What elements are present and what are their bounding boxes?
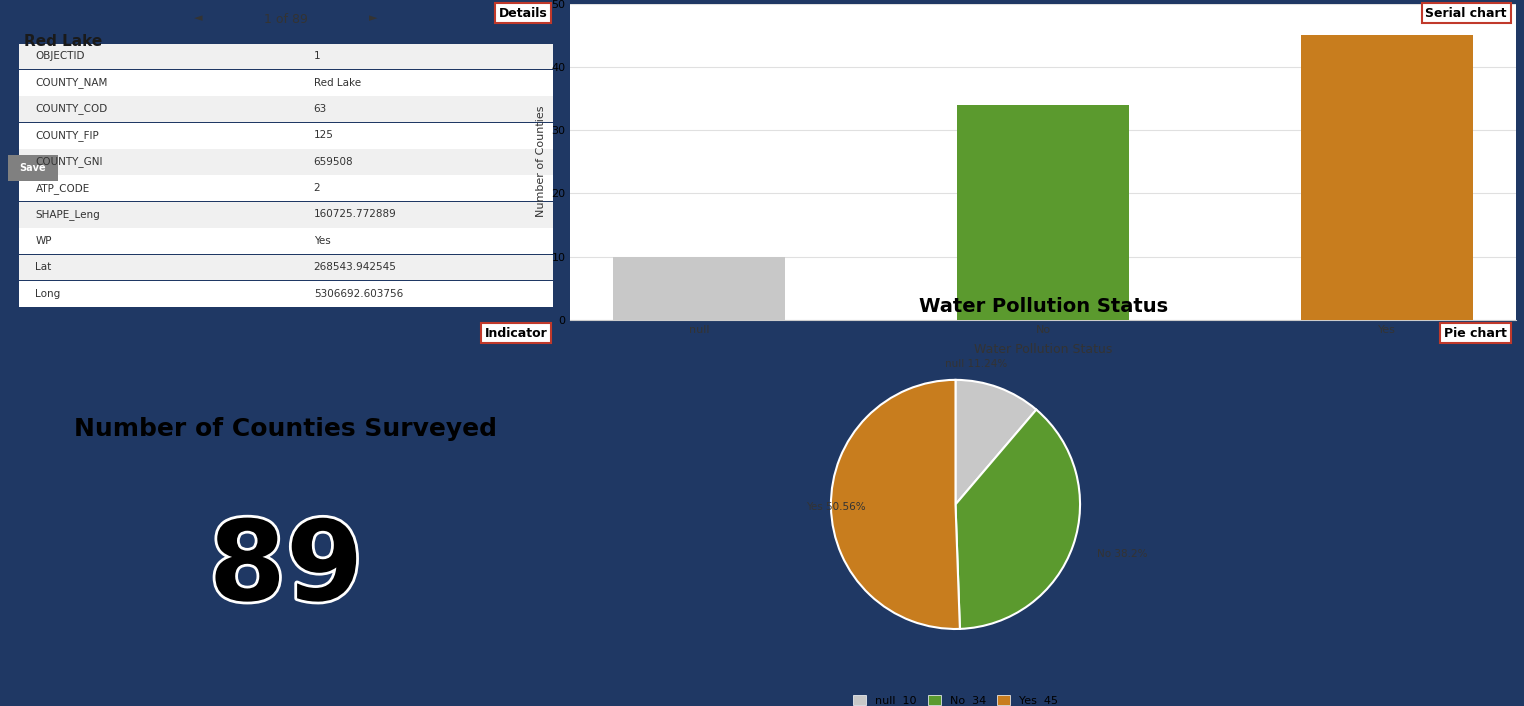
X-axis label: Water Pollution Status: Water Pollution Status <box>974 343 1113 356</box>
Text: No 38.2%: No 38.2% <box>1097 549 1148 558</box>
Text: 125: 125 <box>314 131 334 140</box>
Text: Number of Counties Surveyed: Number of Counties Surveyed <box>75 417 497 441</box>
Bar <box>1301 35 1474 320</box>
Text: Yes 50.56%: Yes 50.56% <box>806 502 866 512</box>
FancyBboxPatch shape <box>18 281 553 307</box>
Wedge shape <box>831 380 960 629</box>
FancyBboxPatch shape <box>18 176 553 201</box>
FancyBboxPatch shape <box>18 96 553 122</box>
Text: 1: 1 <box>314 52 320 61</box>
Bar <box>957 104 1129 320</box>
Text: 89: 89 <box>209 516 363 623</box>
Wedge shape <box>956 409 1081 629</box>
FancyBboxPatch shape <box>18 255 553 280</box>
Legend: null  10, No  34, Yes  45: null 10, No 34, Yes 45 <box>849 691 1062 706</box>
Text: Long: Long <box>35 289 61 299</box>
Text: COUNTY_GNI: COUNTY_GNI <box>35 156 104 167</box>
Text: WP: WP <box>35 236 52 246</box>
Text: Pie chart: Pie chart <box>1445 327 1507 340</box>
Text: 5306692.603756: 5306692.603756 <box>314 289 402 299</box>
FancyBboxPatch shape <box>18 123 553 148</box>
FancyBboxPatch shape <box>18 149 553 175</box>
FancyBboxPatch shape <box>18 202 553 227</box>
Text: Save: Save <box>20 163 46 173</box>
Text: COUNTY_NAM: COUNTY_NAM <box>35 77 108 88</box>
FancyBboxPatch shape <box>18 44 553 69</box>
Text: 659508: 659508 <box>314 157 354 167</box>
Text: COUNTY_FIP: COUNTY_FIP <box>35 130 99 140</box>
FancyBboxPatch shape <box>18 228 553 254</box>
Text: Lat: Lat <box>35 262 52 273</box>
Text: Details: Details <box>498 6 547 20</box>
Text: Red Lake: Red Lake <box>24 34 102 49</box>
Text: 2: 2 <box>314 183 320 193</box>
Wedge shape <box>956 380 1036 504</box>
Text: ◄: ◄ <box>194 13 203 23</box>
FancyBboxPatch shape <box>8 155 58 181</box>
Text: OBJECTID: OBJECTID <box>35 52 85 61</box>
Text: Red Lake: Red Lake <box>314 78 361 88</box>
Text: null 11.24%: null 11.24% <box>945 359 1007 369</box>
Text: COUNTY_COD: COUNTY_COD <box>35 104 108 114</box>
Text: 1 of 89: 1 of 89 <box>264 13 308 26</box>
Bar <box>613 257 785 320</box>
Text: ATP_CODE: ATP_CODE <box>35 183 90 193</box>
Text: 160725.772889: 160725.772889 <box>314 210 396 220</box>
Y-axis label: Number of Counties: Number of Counties <box>535 106 546 217</box>
Text: Yes: Yes <box>314 236 331 246</box>
Text: ►: ► <box>369 13 378 23</box>
Text: 63: 63 <box>314 104 328 114</box>
Text: Indicator: Indicator <box>485 327 547 340</box>
Text: 268543.942545: 268543.942545 <box>314 262 396 273</box>
FancyBboxPatch shape <box>18 70 553 96</box>
Title: Water Pollution Status: Water Pollution Status <box>919 297 1167 316</box>
Text: Serial chart: Serial chart <box>1425 6 1507 20</box>
Text: SHAPE_Leng: SHAPE_Leng <box>35 209 101 220</box>
